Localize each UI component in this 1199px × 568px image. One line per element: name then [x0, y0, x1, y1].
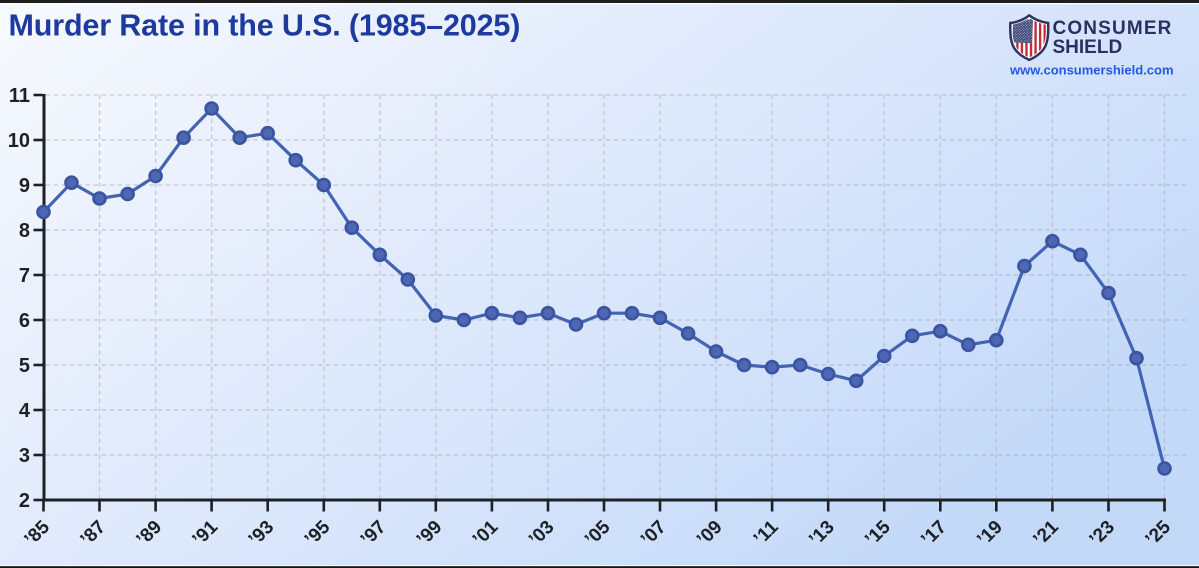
- svg-text:Murder Rate in the U.S. (1985–: Murder Rate in the U.S. (1985–2025): [9, 9, 521, 43]
- svg-text:4: 4: [19, 400, 31, 422]
- svg-text:www.consumershield.com: www.consumershield.com: [1009, 62, 1174, 77]
- svg-text:9: 9: [19, 175, 30, 197]
- svg-text:7: 7: [19, 265, 30, 287]
- svg-text:CONSUMER: CONSUMER: [1053, 18, 1173, 39]
- svg-text:10: 10: [8, 130, 30, 152]
- svg-text:11: 11: [9, 85, 30, 107]
- svg-text:8: 8: [19, 220, 30, 242]
- svg-text:6: 6: [19, 310, 30, 332]
- svg-text:SHIELD: SHIELD: [1053, 37, 1123, 58]
- svg-text:2: 2: [19, 490, 30, 512]
- svg-text:3: 3: [19, 445, 30, 467]
- svg-text:5: 5: [19, 355, 30, 377]
